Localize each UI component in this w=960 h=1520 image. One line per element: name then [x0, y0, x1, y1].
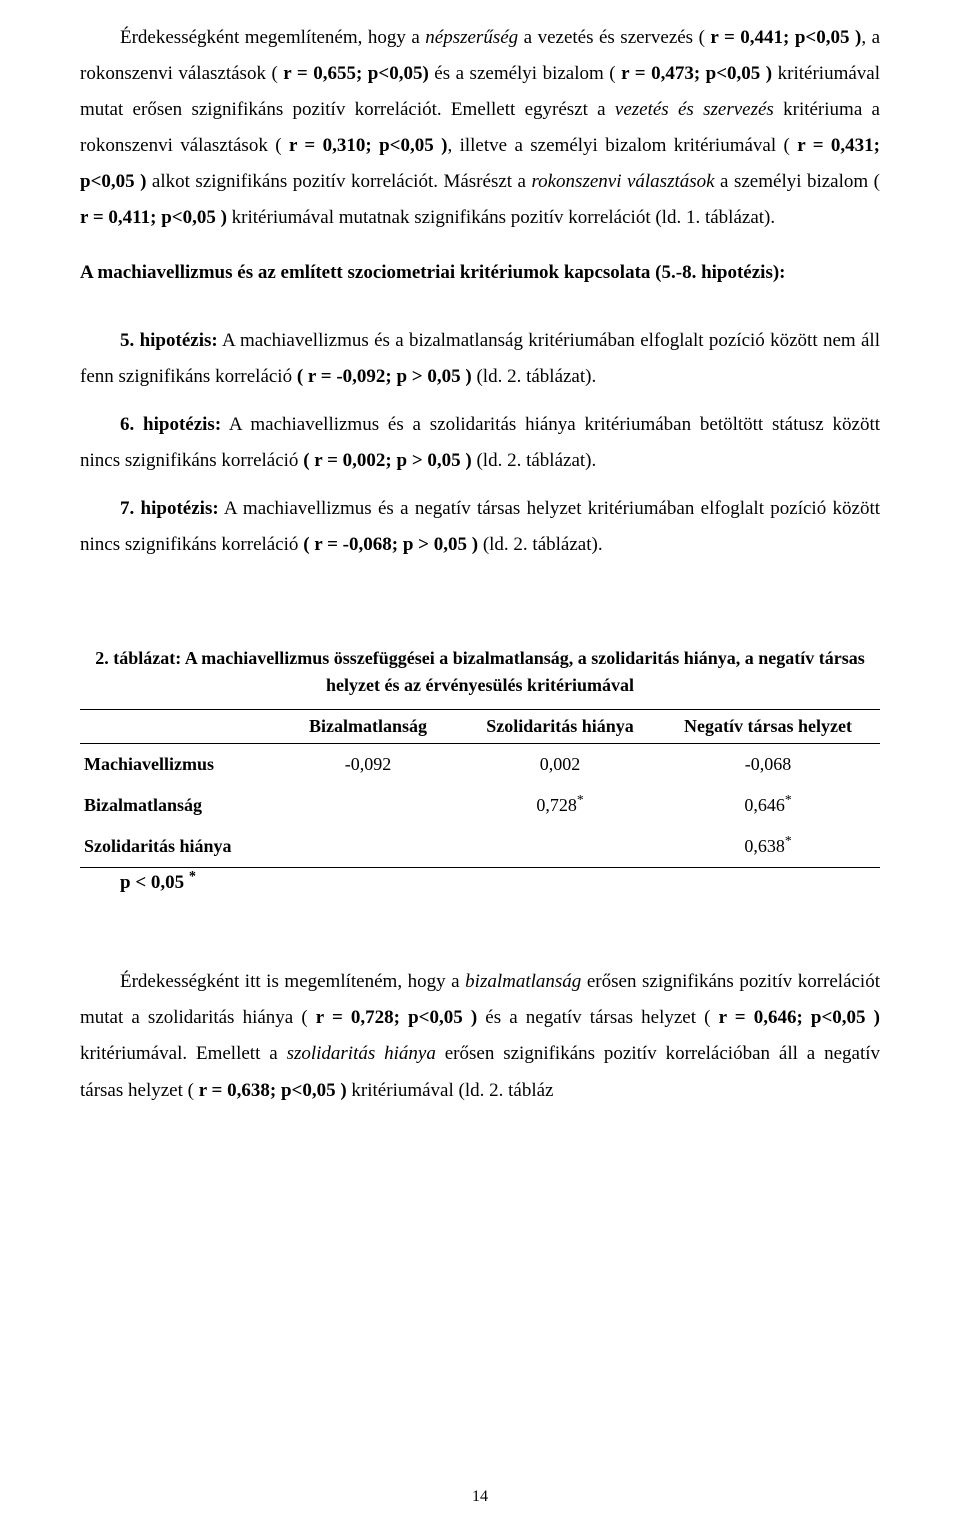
stat: r = 0,473; p<0,05 )	[621, 63, 772, 84]
stat: ( r = 0,002; p > 0,05 )	[303, 450, 472, 471]
stat: ( r = -0,068; p > 0,05 )	[303, 534, 478, 555]
text: és a személyi bizalom (	[429, 63, 621, 84]
table-row: Bizalmatlanság 0,728* 0,646*	[80, 785, 880, 826]
stat: r = 0,638; p<0,05 )	[199, 1080, 347, 1101]
correlation-table: Bizalmatlanság Szolidaritás hiánya Negat…	[80, 709, 880, 868]
cell	[272, 785, 464, 826]
text: a vezetés és szervezés (	[518, 27, 710, 48]
italic-term: vezetés és szervezés	[615, 99, 774, 120]
section-heading: A machiavellizmus és az említett szociom…	[80, 255, 880, 291]
table-row: Szolidaritás hiánya 0,638*	[80, 826, 880, 868]
stat: r = 0,441; p<0,05 )	[710, 27, 861, 48]
table-row: Machiavellizmus -0,092 0,002 -0,068	[80, 744, 880, 786]
text: (ld. 2. táblázat).	[472, 450, 597, 471]
hypothesis-lead: 6. hipotézis:	[120, 414, 221, 435]
text: a személyi bizalom (	[715, 171, 880, 192]
cell	[464, 826, 656, 868]
page: Érdekességként megemlíteném, hogy a néps…	[0, 0, 960, 1520]
text: kritériumával mutatnak szignifikáns pozi…	[227, 207, 775, 228]
italic-term: bizalmatlanság	[465, 971, 581, 992]
row-label: Bizalmatlanság	[80, 785, 272, 826]
p-note: p < 0,05 *	[120, 872, 880, 894]
stat: r = 0,728; p<0,05 )	[316, 1007, 477, 1028]
stat: r = 0,310; p<0,05 )	[289, 135, 448, 156]
italic-term: rokonszenvi választások	[531, 171, 714, 192]
text: alkot szignifikáns pozitív korrelációt. …	[146, 171, 531, 192]
cell: -0,092	[272, 744, 464, 786]
text: Érdekességként itt is megemlíteném, hogy…	[120, 971, 465, 992]
text: (ld. 2. táblázat).	[472, 366, 597, 387]
page-number: 14	[0, 1488, 960, 1506]
col-header: Negatív társas helyzet	[656, 710, 880, 744]
cell: 0,728*	[464, 785, 656, 826]
cell: 0,638*	[656, 826, 880, 868]
italic-term: szolidaritás hiánya	[287, 1043, 436, 1064]
table-header-row: Bizalmatlanság Szolidaritás hiánya Negat…	[80, 710, 880, 744]
col-header: Szolidaritás hiánya	[464, 710, 656, 744]
col-blank	[80, 710, 272, 744]
text: Érdekességként megemlíteném, hogy a	[120, 27, 425, 48]
stat: r = 0,411; p<0,05 )	[80, 207, 227, 228]
italic-term: népszerűség	[425, 27, 518, 48]
hypothesis-7: 7. hipotézis: A machiavellizmus és a neg…	[80, 491, 880, 563]
col-header: Bizalmatlanság	[272, 710, 464, 744]
cell: 0,002	[464, 744, 656, 786]
spacer	[80, 894, 880, 964]
stat: r = 0,646; p<0,05 )	[719, 1007, 880, 1028]
table-caption: 2. táblázat: A machiavellizmus összefügg…	[80, 645, 880, 699]
text: kritériumával (ld. 2. tábláz	[347, 1080, 554, 1101]
paragraph-intro: Érdekességként megemlíteném, hogy a néps…	[80, 20, 880, 237]
text: , illetve a személyi bizalom kritériumáv…	[447, 135, 797, 156]
hypothesis-5: 5. hipotézis: A machiavellizmus és a biz…	[80, 323, 880, 395]
p-note-star: *	[189, 869, 196, 885]
hypothesis-lead: 5. hipotézis:	[120, 330, 218, 351]
text: és a negatív társas helyzet (	[477, 1007, 718, 1028]
text: kritériumával. Emellett a	[80, 1043, 287, 1064]
stat: r = 0,655; p<0,05)	[283, 63, 428, 84]
stat: ( r = -0,092; p > 0,05 )	[297, 366, 472, 387]
p-note-text: p < 0,05	[120, 872, 189, 893]
paragraph-closing: Érdekességként itt is megemlíteném, hogy…	[80, 964, 880, 1108]
hypothesis-lead: 7. hipotézis:	[120, 498, 219, 519]
row-label: Machiavellizmus	[80, 744, 272, 786]
cell: 0,646*	[656, 785, 880, 826]
text: (ld. 2. táblázat).	[478, 534, 603, 555]
hypothesis-6: 6. hipotézis: A machiavellizmus és a szo…	[80, 407, 880, 479]
spacer	[80, 575, 880, 645]
cell	[272, 826, 464, 868]
cell: -0,068	[656, 744, 880, 786]
row-label: Szolidaritás hiánya	[80, 826, 272, 868]
